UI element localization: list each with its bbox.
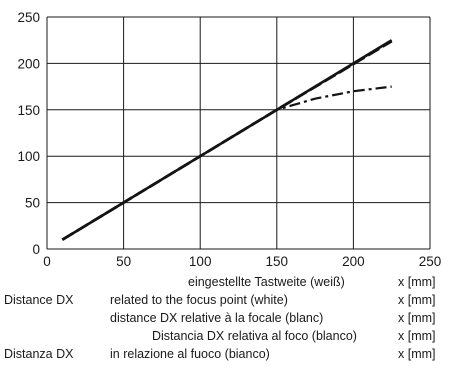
caption-de-unit: x [mm] bbox=[398, 275, 436, 289]
caption-en-prefix: Distance DX bbox=[4, 293, 74, 307]
x-tick-label: 0 bbox=[43, 254, 51, 269]
x-tick-label: 150 bbox=[266, 254, 289, 269]
y-tick-label: 200 bbox=[17, 56, 40, 71]
caption-es-label: Distancia DX relativa al foco (blanco) bbox=[152, 329, 357, 343]
caption-it-label: in relazione al fuoco (bianco) bbox=[110, 347, 270, 361]
line-chart: 0 50 100 150 200 250 0 50 100 150 200 250 bbox=[17, 10, 441, 269]
x-tick-label: 100 bbox=[189, 254, 212, 269]
caption-es-unit: x [mm] bbox=[398, 329, 436, 343]
x-tick-label: 250 bbox=[419, 254, 442, 269]
grid bbox=[46, 16, 431, 250]
x-tick-label: 50 bbox=[116, 254, 131, 269]
tick-labels: 0 50 100 150 200 250 0 50 100 150 200 250 bbox=[17, 10, 441, 269]
series-line-dash-dot bbox=[61, 85, 392, 241]
caption-it-unit: x [mm] bbox=[398, 347, 436, 361]
y-tick-label: 150 bbox=[17, 103, 40, 118]
x-tick-label: 200 bbox=[342, 254, 365, 269]
y-tick-label: 250 bbox=[17, 10, 40, 25]
caption-fr-label: distance DX relative à la focale (blanc) bbox=[110, 311, 324, 325]
caption-en-label: related to the focus point (white) bbox=[110, 293, 288, 307]
caption-de-label: eingestellte Tastweite (weiß) bbox=[188, 275, 345, 289]
caption-fr-unit: x [mm] bbox=[398, 311, 436, 325]
caption-en-unit: x [mm] bbox=[398, 293, 436, 307]
y-tick-label: 50 bbox=[25, 196, 40, 211]
series-layer bbox=[61, 39, 393, 241]
caption-it-prefix: Distanza DX bbox=[4, 347, 74, 361]
y-tick-label: 0 bbox=[32, 242, 40, 257]
y-tick-label: 100 bbox=[17, 149, 40, 164]
